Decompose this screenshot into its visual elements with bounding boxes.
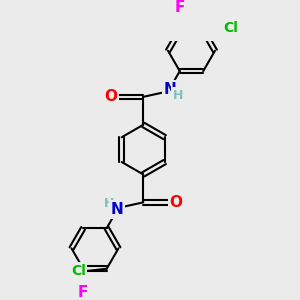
Text: O: O — [169, 195, 182, 210]
Text: H: H — [104, 197, 115, 210]
Text: F: F — [78, 285, 88, 300]
Text: Cl: Cl — [223, 21, 238, 35]
Text: Cl: Cl — [71, 264, 86, 278]
Text: N: N — [164, 82, 177, 97]
Text: O: O — [104, 89, 117, 104]
Text: F: F — [175, 0, 185, 14]
Text: H: H — [173, 89, 183, 102]
Text: N: N — [110, 202, 123, 217]
